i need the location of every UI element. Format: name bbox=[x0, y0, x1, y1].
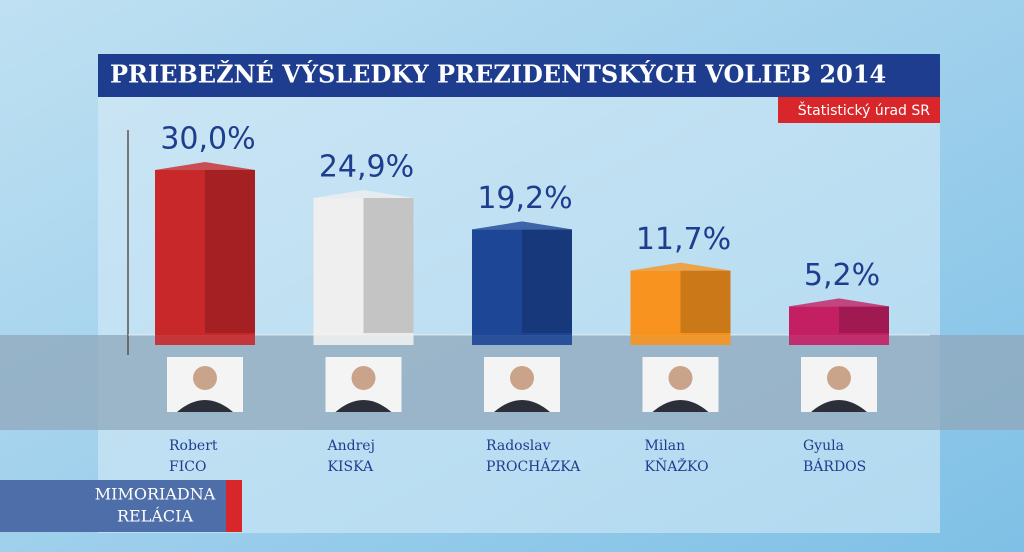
bar-bottom bbox=[472, 333, 572, 345]
photo-face bbox=[351, 366, 376, 390]
last-name: FICO bbox=[169, 459, 206, 475]
first-name: Andrej bbox=[327, 438, 375, 454]
source-box bbox=[778, 97, 940, 123]
photo-suit bbox=[335, 400, 392, 412]
bar-bottom bbox=[313, 333, 414, 345]
first-name: Milan bbox=[645, 438, 686, 454]
bar-shade bbox=[205, 170, 255, 335]
bar bbox=[630, 270, 731, 335]
last-name: KISKA bbox=[328, 459, 374, 475]
last-name: BÁRDOS bbox=[803, 457, 866, 475]
first-name: Radoslav bbox=[486, 438, 551, 454]
bar-shade bbox=[680, 270, 731, 335]
photo-face bbox=[510, 366, 534, 390]
value-label: 30,0% bbox=[160, 122, 255, 157]
value-label: 19,2% bbox=[477, 181, 572, 216]
bar bbox=[155, 170, 255, 335]
photo-face bbox=[827, 366, 851, 390]
bar-top bbox=[630, 262, 731, 271]
last-name: KŇAŽKO bbox=[645, 457, 709, 475]
value-label: 24,9% bbox=[319, 150, 414, 185]
photo-suit bbox=[811, 400, 867, 412]
photo-face bbox=[668, 366, 693, 390]
overlay-line: RELÁCIA bbox=[117, 506, 193, 526]
bar-top bbox=[155, 162, 255, 170]
bar-shade bbox=[839, 306, 889, 335]
bar-bottom bbox=[155, 333, 255, 345]
overlay-accent bbox=[226, 480, 242, 532]
first-name: Robert bbox=[169, 438, 218, 454]
bar-top bbox=[472, 221, 572, 230]
bar-bottom bbox=[630, 333, 731, 345]
bar-top bbox=[789, 298, 889, 307]
value-label: 11,7% bbox=[636, 222, 731, 257]
value-label: 5,2% bbox=[804, 258, 880, 293]
bar bbox=[472, 229, 572, 335]
bar bbox=[789, 306, 889, 335]
photo-face bbox=[193, 366, 217, 390]
source: Štatistický úrad SR bbox=[798, 101, 930, 119]
bar-bottom bbox=[789, 333, 889, 345]
title-bar bbox=[98, 54, 940, 97]
bar-shade bbox=[363, 198, 414, 335]
first-name: Gyula bbox=[803, 438, 844, 454]
overlay-box bbox=[0, 480, 242, 532]
bar-top bbox=[313, 190, 414, 199]
last-name: PROCHÁZKA bbox=[486, 457, 581, 475]
bar-shade bbox=[522, 229, 572, 335]
photo-suit bbox=[652, 400, 709, 412]
bar bbox=[313, 198, 414, 335]
photo-suit bbox=[177, 400, 233, 412]
overlay-line: MIMORIADNA bbox=[95, 485, 216, 504]
chart-title: PRIEBEŽNÉ VÝSLEDKY PREZIDENTSKÝCH VOLIEB… bbox=[110, 60, 886, 89]
photo-suit bbox=[494, 400, 550, 412]
